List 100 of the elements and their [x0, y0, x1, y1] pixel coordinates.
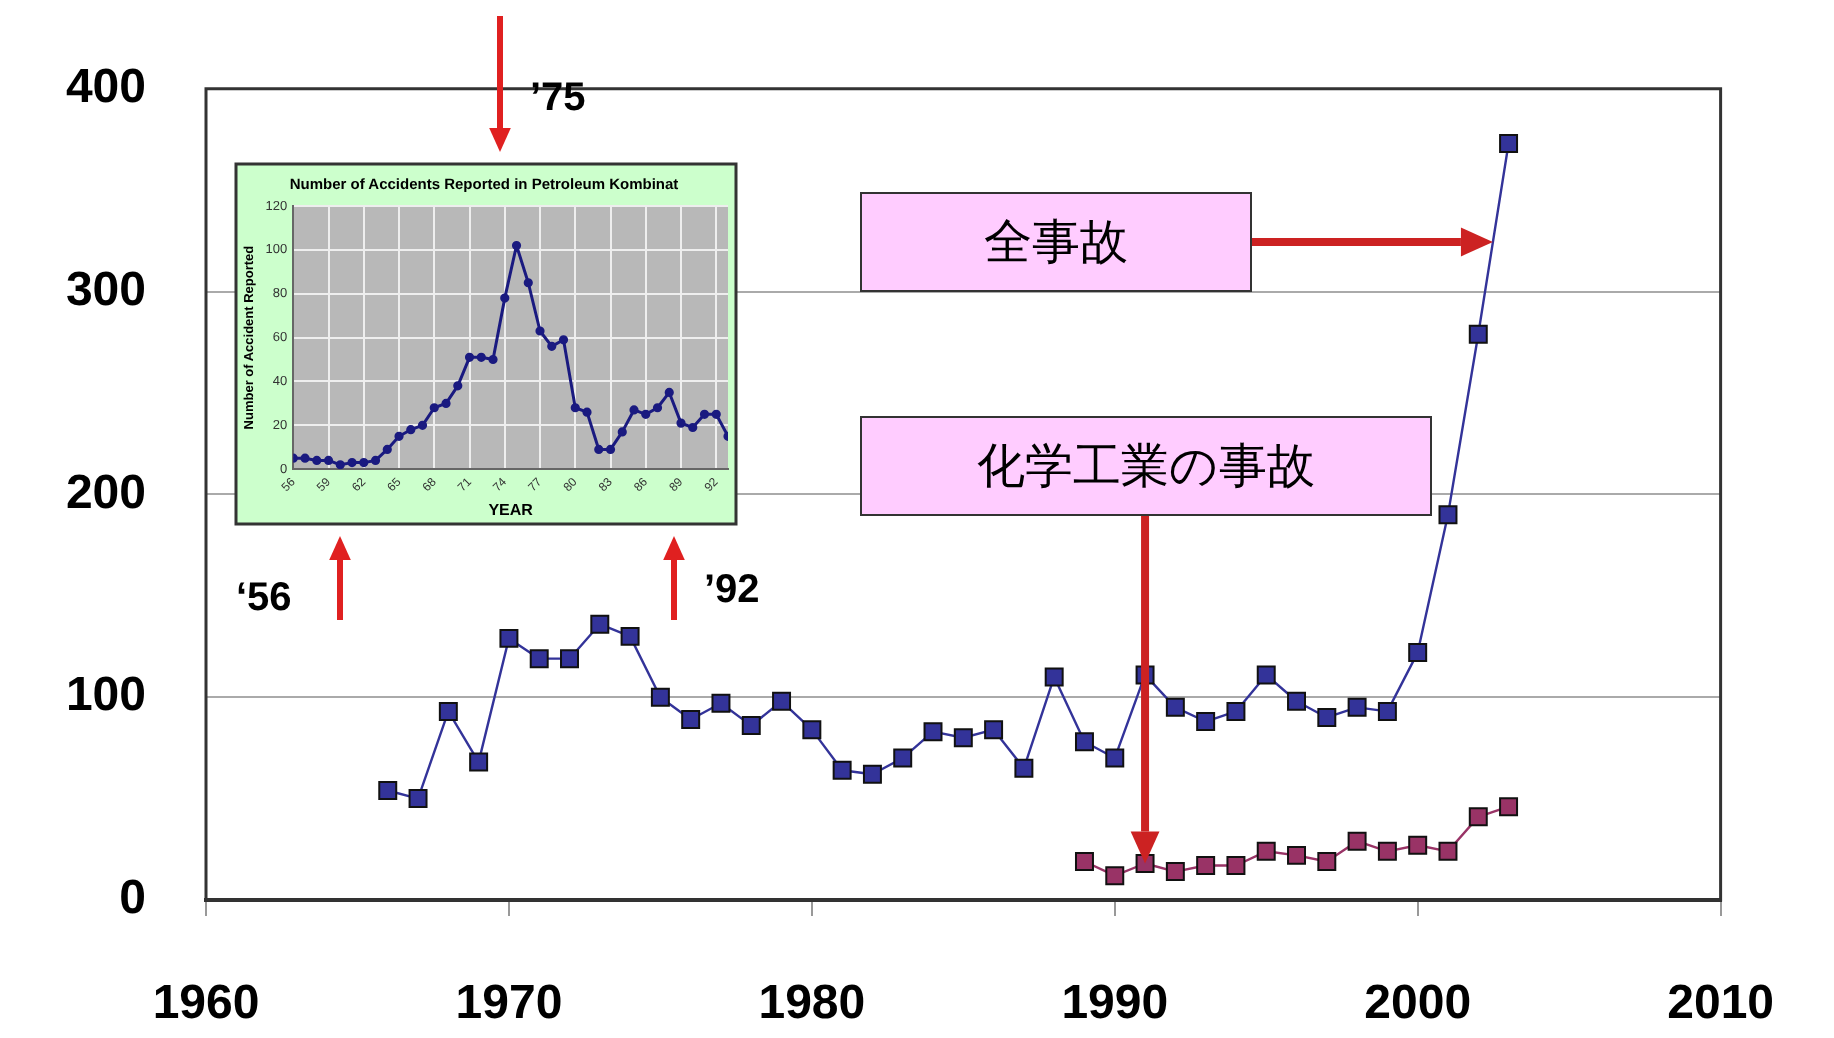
point [953, 728, 973, 748]
point [893, 748, 913, 768]
point [429, 403, 439, 413]
point [620, 626, 640, 646]
point [832, 760, 852, 780]
point [1196, 712, 1216, 732]
annotation: 化学工業の事故 [977, 436, 1315, 498]
point [699, 409, 710, 419]
point [335, 460, 345, 470]
point [359, 458, 369, 468]
point [529, 649, 549, 669]
point [1226, 856, 1246, 876]
point [1347, 697, 1367, 717]
point [323, 455, 334, 466]
point [394, 431, 404, 441]
point [406, 425, 416, 435]
point [476, 352, 486, 362]
point [1287, 845, 1306, 865]
y-tick-label: 300 [65, 262, 146, 317]
point [469, 752, 489, 772]
point [923, 722, 943, 742]
point [1074, 732, 1094, 752]
point [641, 409, 651, 419]
point [1226, 701, 1246, 721]
point [984, 720, 1004, 740]
point [741, 716, 761, 736]
point [711, 693, 731, 713]
point [664, 387, 674, 398]
point [370, 455, 381, 466]
point [511, 240, 522, 251]
point [711, 409, 721, 419]
callout-box: 化学工業の事故 [860, 416, 1432, 516]
point [1377, 841, 1397, 861]
point [488, 354, 498, 365]
point [629, 405, 639, 415]
point [681, 710, 701, 729]
point [312, 455, 322, 466]
point [1105, 748, 1125, 768]
point [560, 649, 579, 669]
point [500, 293, 510, 303]
x-tick-label: 2000 [1364, 976, 1472, 1031]
point [652, 403, 663, 413]
point [558, 335, 569, 345]
point [1468, 807, 1488, 827]
point [1408, 835, 1428, 855]
point [582, 407, 592, 417]
x-tick-label: 1970 [455, 976, 563, 1031]
point [1287, 691, 1306, 711]
y-tick-label: 200 [65, 465, 146, 520]
point [1499, 797, 1519, 817]
point [1438, 841, 1458, 861]
point [1196, 856, 1216, 876]
point [1317, 708, 1337, 727]
x-tick-label: 1960 [152, 976, 260, 1031]
point [535, 326, 545, 336]
point [590, 614, 610, 634]
annotation: ‘56 [236, 576, 292, 622]
point [438, 701, 458, 721]
point [1408, 643, 1428, 663]
point [441, 398, 451, 408]
x-tick-label: 2010 [1667, 976, 1774, 1031]
point [594, 444, 604, 455]
point [547, 341, 557, 351]
callout-box: 全事故 [860, 192, 1252, 292]
point [617, 427, 627, 437]
point [382, 444, 392, 455]
point [605, 444, 616, 455]
y-tick-label: 100 [65, 668, 146, 723]
point [300, 453, 310, 463]
point [453, 381, 463, 391]
point [1014, 758, 1034, 778]
point [1438, 505, 1458, 525]
point [1499, 134, 1519, 154]
point [1105, 866, 1125, 886]
point [1256, 841, 1276, 861]
point [408, 789, 428, 809]
annotation: 全事故 [984, 212, 1128, 274]
point [1256, 665, 1276, 685]
annotation: ’92 [704, 568, 760, 614]
x-tick-label: 1980 [758, 976, 866, 1031]
point [570, 403, 580, 413]
point [1074, 851, 1094, 871]
point [1468, 324, 1488, 344]
y-tick-label: 400 [65, 60, 146, 115]
point [862, 764, 882, 784]
point [1165, 862, 1185, 882]
point [802, 720, 822, 740]
point [1347, 831, 1367, 851]
x-axis-title: YEAR [488, 500, 534, 519]
y-tick-label: 0 [119, 871, 146, 926]
point [688, 422, 698, 433]
point [772, 691, 792, 711]
x-tick-label: 1990 [1061, 976, 1169, 1031]
annotation: ’75 [530, 76, 586, 122]
point [676, 418, 686, 428]
point [650, 687, 670, 707]
point [417, 420, 428, 430]
point [523, 278, 533, 288]
point [378, 781, 398, 800]
point [499, 628, 519, 648]
